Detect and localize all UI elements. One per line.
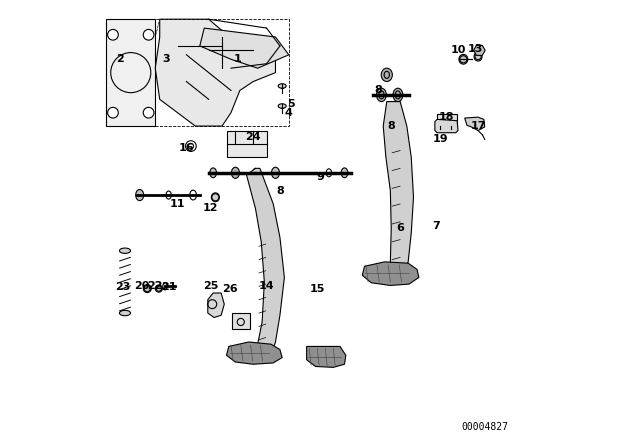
Text: 13: 13 (468, 44, 483, 55)
Text: 10: 10 (451, 45, 466, 56)
Ellipse shape (136, 190, 144, 201)
Polygon shape (465, 117, 484, 130)
Ellipse shape (163, 283, 167, 290)
Ellipse shape (459, 54, 468, 64)
Polygon shape (246, 168, 284, 358)
Text: 20: 20 (134, 281, 150, 291)
Text: 16: 16 (179, 143, 195, 153)
Polygon shape (227, 342, 282, 364)
Polygon shape (435, 119, 458, 133)
Text: 22: 22 (147, 281, 163, 291)
Bar (232, 313, 250, 329)
Ellipse shape (210, 168, 216, 178)
Polygon shape (200, 28, 289, 68)
Text: 18: 18 (439, 112, 454, 122)
Circle shape (143, 30, 154, 40)
Ellipse shape (120, 248, 131, 254)
Polygon shape (307, 346, 346, 367)
Text: 6: 6 (396, 224, 404, 233)
Bar (227, 130, 267, 157)
Text: 21: 21 (161, 282, 177, 292)
Ellipse shape (278, 104, 286, 108)
Text: 00004827: 00004827 (461, 422, 508, 431)
Polygon shape (383, 102, 413, 275)
Text: 14: 14 (259, 281, 275, 291)
Ellipse shape (271, 167, 280, 178)
Polygon shape (362, 262, 419, 285)
Polygon shape (156, 19, 275, 126)
Text: 19: 19 (433, 134, 448, 144)
Text: 2: 2 (116, 54, 124, 64)
Polygon shape (474, 45, 485, 56)
Bar (156, 19, 289, 126)
Text: 12: 12 (203, 203, 219, 213)
Text: 8: 8 (387, 121, 395, 131)
Text: 4: 4 (285, 108, 292, 118)
Text: 7: 7 (432, 221, 440, 231)
Text: 8: 8 (374, 86, 381, 95)
Ellipse shape (211, 193, 220, 202)
Ellipse shape (393, 88, 403, 102)
Ellipse shape (232, 167, 239, 178)
Polygon shape (106, 19, 156, 126)
Text: 24: 24 (245, 132, 261, 142)
Ellipse shape (278, 84, 286, 88)
Text: 3: 3 (163, 54, 170, 64)
Ellipse shape (381, 68, 392, 82)
Bar (436, 114, 457, 126)
Ellipse shape (156, 285, 163, 292)
Text: 25: 25 (204, 281, 219, 291)
Polygon shape (208, 293, 224, 318)
Circle shape (108, 30, 118, 40)
Text: 23: 23 (116, 282, 131, 292)
Ellipse shape (120, 310, 131, 316)
Text: 11: 11 (170, 199, 185, 209)
Circle shape (164, 49, 177, 62)
Text: 5: 5 (287, 99, 295, 109)
Ellipse shape (341, 168, 348, 178)
Text: 1: 1 (234, 54, 241, 64)
Text: 8: 8 (276, 185, 284, 196)
Ellipse shape (376, 88, 387, 102)
Text: 26: 26 (222, 284, 238, 293)
Circle shape (143, 108, 154, 118)
Text: 9: 9 (316, 172, 324, 182)
Text: 15: 15 (310, 284, 326, 293)
Ellipse shape (474, 52, 482, 61)
Circle shape (108, 108, 118, 118)
Text: 17: 17 (470, 121, 486, 131)
Ellipse shape (143, 284, 151, 293)
